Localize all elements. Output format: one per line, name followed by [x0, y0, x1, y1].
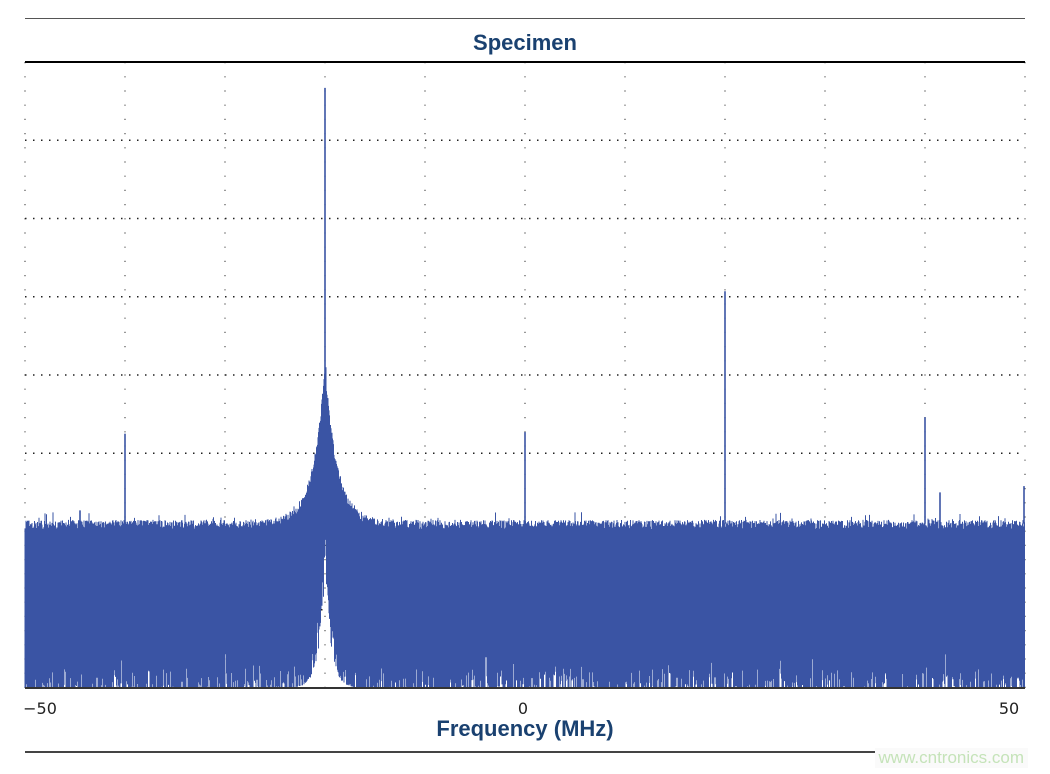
watermark: www.cntronics.com: [874, 748, 1028, 768]
x-tick-label: 50: [998, 699, 1020, 718]
bottom-rule: [25, 751, 1025, 753]
spectrum-trace: [24, 367, 1025, 688]
x-axis-label: Frequency (MHz): [436, 716, 614, 741]
x-tick-label: 0: [517, 699, 529, 718]
chart-title: Specimen: [473, 30, 577, 55]
top-rule: [25, 18, 1025, 19]
peaks: [79, 87, 1025, 524]
x-tick-label: −50: [23, 699, 57, 718]
